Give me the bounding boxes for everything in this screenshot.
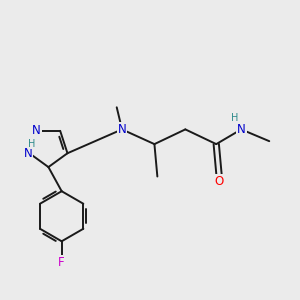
Text: H: H bbox=[231, 113, 238, 123]
Text: O: O bbox=[214, 175, 224, 188]
Text: H: H bbox=[28, 139, 35, 149]
Text: N: N bbox=[237, 123, 246, 136]
Text: N: N bbox=[23, 147, 32, 160]
Text: N: N bbox=[32, 124, 41, 137]
Text: N: N bbox=[118, 123, 126, 136]
Text: F: F bbox=[58, 256, 65, 269]
